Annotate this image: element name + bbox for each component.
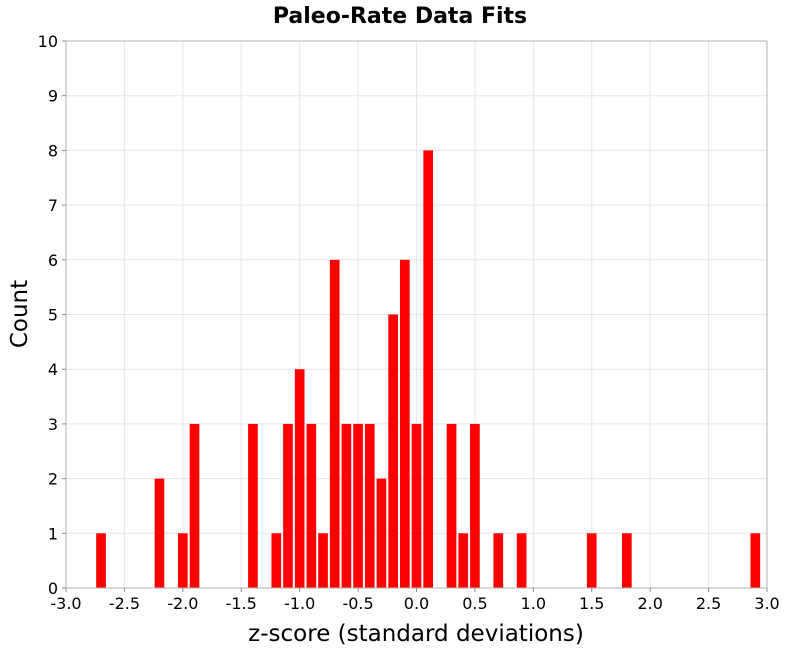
- x-tick-label: -0.5: [342, 594, 373, 613]
- histogram-bar: [586, 533, 597, 588]
- histogram-bar: [306, 423, 317, 588]
- histogram-bar: [294, 369, 305, 588]
- histogram-bar: [493, 533, 504, 588]
- histogram-bar: [423, 150, 434, 588]
- histogram-bar: [341, 423, 352, 588]
- histogram-bar: [283, 423, 293, 588]
- y-tick-label: 10: [38, 32, 58, 51]
- x-tick-label: -3.0: [50, 594, 81, 613]
- y-tick-label: 9: [48, 87, 58, 106]
- y-tick-label: 2: [48, 470, 58, 489]
- histogram-bar: [364, 423, 375, 588]
- histogram-bar: [750, 533, 761, 588]
- x-tick-label: -1.5: [226, 594, 257, 613]
- x-tick-label: 0.0: [404, 594, 429, 613]
- y-tick-label: 8: [48, 141, 58, 160]
- y-tick-label: 6: [48, 251, 58, 270]
- x-axis-label: z-score (standard deviations): [248, 621, 584, 647]
- histogram-bar: [154, 478, 165, 588]
- histogram-bar: [271, 533, 282, 588]
- y-axis-label: Count: [7, 280, 33, 348]
- x-tick-label: -1.0: [284, 594, 315, 613]
- histogram-bar: [189, 423, 200, 588]
- x-tick-label: 2.5: [696, 594, 721, 613]
- histogram-bar: [318, 533, 328, 588]
- histogram-bar: [96, 533, 106, 588]
- bars: [96, 150, 761, 588]
- histogram-bar: [621, 533, 632, 588]
- y-tick-label: 1: [48, 524, 58, 543]
- histogram-bar: [458, 533, 469, 588]
- histogram-bar: [329, 259, 340, 588]
- y-axis-ticks: 0 1 2 3 4 5 6 7 8 9 10: [38, 32, 66, 598]
- x-tick-label: 0.5: [462, 594, 487, 613]
- histogram-bar: [177, 533, 188, 588]
- histogram-bar: [411, 423, 422, 588]
- x-tick-label: 1.5: [579, 594, 604, 613]
- y-tick-label: 3: [48, 415, 58, 434]
- x-tick-label: 2.0: [637, 594, 662, 613]
- histogram-bar: [516, 533, 527, 588]
- x-tick-label: 1.0: [521, 594, 546, 613]
- y-tick-label: 7: [48, 196, 58, 215]
- histogram-bar: [446, 423, 457, 588]
- histogram-bar: [399, 259, 410, 588]
- y-tick-label: 4: [48, 360, 58, 379]
- x-tick-label: -2.0: [167, 594, 198, 613]
- x-tick-label: -2.5: [109, 594, 140, 613]
- y-tick-label: 5: [48, 306, 58, 325]
- histogram-bar: [248, 423, 258, 588]
- histogram-bar: [353, 423, 363, 588]
- histogram-bar: [376, 478, 387, 588]
- x-axis-ticks: -3.0 -2.5 -2.0 -1.5 -1.0 -0.5 0.0 0.5 1.0 1.5 2.0 2…: [50, 588, 780, 613]
- histogram-bar: [388, 314, 398, 588]
- histogram-bar: [470, 423, 480, 588]
- chart-title: Paleo-Rate Data Fits: [273, 4, 527, 29]
- x-tick-label: 3.0: [754, 594, 779, 613]
- y-tick-label: 0: [48, 579, 58, 598]
